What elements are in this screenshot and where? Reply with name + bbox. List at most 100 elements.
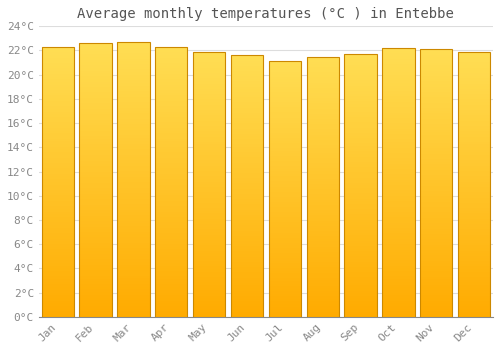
Bar xyxy=(382,231,414,233)
Bar xyxy=(458,139,490,142)
Bar xyxy=(458,312,490,314)
Bar xyxy=(118,78,150,80)
Bar xyxy=(458,290,490,293)
Bar xyxy=(155,128,188,131)
Bar xyxy=(420,180,452,183)
Bar xyxy=(269,279,301,281)
Bar xyxy=(42,193,74,195)
Bar xyxy=(306,174,339,176)
Bar xyxy=(344,212,376,214)
Bar xyxy=(458,264,490,266)
Bar xyxy=(42,104,74,106)
Bar xyxy=(118,122,150,125)
Bar xyxy=(42,117,74,120)
Bar xyxy=(231,238,263,241)
Bar xyxy=(420,151,452,154)
Bar xyxy=(420,237,452,239)
Bar xyxy=(382,303,414,306)
Bar xyxy=(42,93,74,96)
Bar xyxy=(458,253,490,256)
Bar xyxy=(269,286,301,289)
Bar xyxy=(155,79,188,82)
Bar xyxy=(458,248,490,251)
Bar xyxy=(80,106,112,109)
Bar xyxy=(42,152,74,155)
Bar xyxy=(155,47,188,317)
Bar xyxy=(306,205,339,208)
Bar xyxy=(420,154,452,156)
Bar xyxy=(231,61,263,63)
Bar xyxy=(344,248,376,251)
Bar xyxy=(42,125,74,128)
Bar xyxy=(458,70,490,73)
Bar xyxy=(344,196,376,198)
Bar xyxy=(193,110,225,113)
Bar xyxy=(193,54,225,57)
Bar xyxy=(382,62,414,64)
Bar xyxy=(420,87,452,89)
Bar xyxy=(458,115,490,118)
Bar xyxy=(382,217,414,220)
Bar xyxy=(269,301,301,304)
Bar xyxy=(269,197,301,199)
Bar xyxy=(80,101,112,103)
Bar xyxy=(306,288,339,291)
Bar xyxy=(382,209,414,212)
Bar xyxy=(344,83,376,86)
Bar xyxy=(231,126,263,128)
Bar xyxy=(382,155,414,158)
Bar xyxy=(420,172,452,175)
Bar xyxy=(458,293,490,296)
Bar xyxy=(155,171,188,174)
Bar xyxy=(42,88,74,90)
Bar xyxy=(382,163,414,166)
Bar xyxy=(193,303,225,306)
Bar xyxy=(269,194,301,197)
Bar xyxy=(80,248,112,251)
Bar xyxy=(155,149,188,152)
Bar xyxy=(155,82,188,85)
Bar xyxy=(80,60,112,62)
Bar xyxy=(269,171,301,174)
Bar xyxy=(118,289,150,292)
Bar xyxy=(42,228,74,230)
Bar xyxy=(42,52,74,55)
Bar xyxy=(80,295,112,298)
Bar xyxy=(231,110,263,113)
Bar xyxy=(344,91,376,93)
Bar xyxy=(306,142,339,145)
Bar xyxy=(269,141,301,143)
Bar xyxy=(269,176,301,179)
Bar xyxy=(80,169,112,172)
Bar xyxy=(269,210,301,212)
Bar xyxy=(231,265,263,267)
Bar xyxy=(155,209,188,211)
Bar xyxy=(420,116,452,119)
Bar xyxy=(306,62,339,64)
Bar xyxy=(344,144,376,146)
Bar xyxy=(458,102,490,105)
Bar xyxy=(344,272,376,275)
Bar xyxy=(458,68,490,70)
Bar xyxy=(306,158,339,161)
Bar xyxy=(306,226,339,228)
Bar xyxy=(231,270,263,272)
Bar xyxy=(382,166,414,169)
Bar xyxy=(118,270,150,273)
Bar xyxy=(231,121,263,123)
Bar xyxy=(306,108,339,111)
Bar xyxy=(42,241,74,244)
Bar xyxy=(231,202,263,204)
Bar xyxy=(80,155,112,158)
Bar xyxy=(382,97,414,99)
Bar xyxy=(42,114,74,117)
Bar xyxy=(382,276,414,279)
Bar xyxy=(231,97,263,100)
Bar xyxy=(42,47,74,50)
Bar xyxy=(80,82,112,84)
Bar xyxy=(42,293,74,295)
Bar xyxy=(231,283,263,286)
Bar xyxy=(231,186,263,189)
Bar xyxy=(306,187,339,189)
Bar xyxy=(344,120,376,122)
